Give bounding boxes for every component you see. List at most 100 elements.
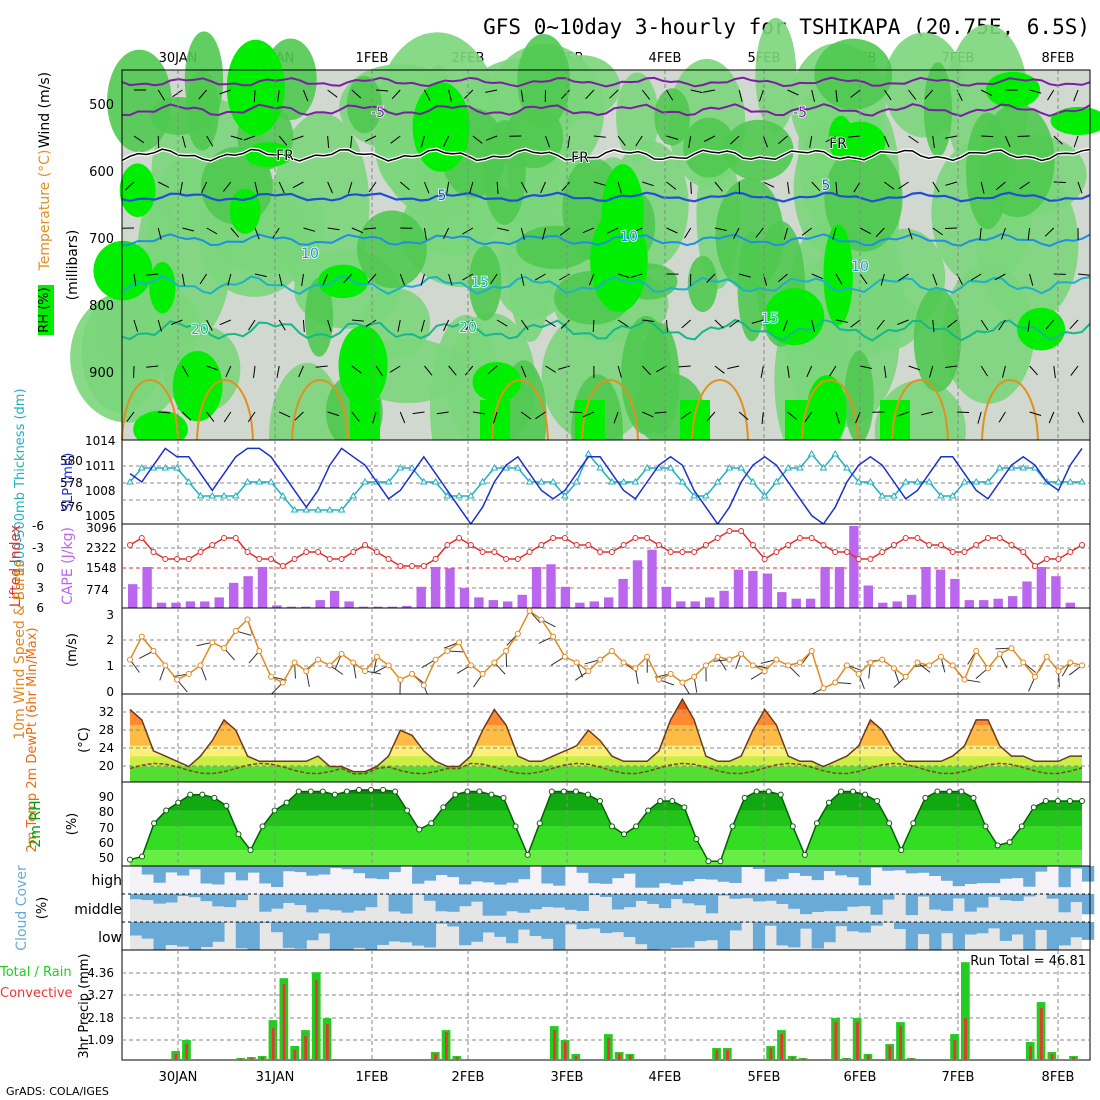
rh2m-line-point — [886, 820, 893, 827]
wind-barb — [617, 273, 630, 279]
wind-barb — [883, 135, 890, 148]
lifted-index-line-point — [785, 542, 792, 548]
wind-barb — [420, 319, 425, 332]
wind10m-speed-line-point — [691, 673, 698, 680]
lifted-index-line-point — [397, 563, 404, 569]
lifted-index-line-point — [526, 549, 533, 555]
lifted-index-line-point — [127, 542, 133, 548]
wind10m-speed-line — [129, 609, 1083, 690]
rh-area-green — [723, 119, 794, 181]
wind10m-speed-line-point — [291, 659, 298, 666]
date-label-bottom: 30JAN — [159, 1070, 198, 1085]
wind10m-speed-line-point — [127, 656, 133, 663]
cloud-cover-bar — [130, 922, 143, 936]
cloud-cover-bar — [247, 922, 260, 950]
cloud-cover-bar — [1034, 866, 1048, 872]
cloud-level-label: low — [98, 930, 122, 946]
precip-convective-bar — [715, 1050, 719, 1060]
wind10m-speed-line-point — [409, 670, 416, 677]
wind-barb — [855, 411, 861, 424]
lifted-index-line-point — [362, 542, 369, 548]
wind-barb — [223, 411, 232, 423]
cloud-cover-bar — [611, 894, 625, 910]
wind-barb — [681, 319, 692, 329]
rh-area-saturated — [1017, 307, 1066, 351]
wind10m-speed-line-point — [749, 662, 756, 669]
thickness-line-point — [325, 506, 334, 513]
cloud-cover-bar — [482, 922, 495, 933]
wind-barb — [588, 273, 595, 286]
rh-surface-column — [575, 400, 605, 440]
cloud-cover-bar — [294, 894, 307, 906]
wind-barb — [738, 273, 751, 278]
cloud-cover-bar — [188, 894, 202, 898]
thickness-line-point — [419, 478, 428, 485]
precip-convective-bar — [866, 1055, 870, 1060]
slp-line — [129, 447, 1083, 526]
wind-barb — [206, 319, 213, 331]
cloud-cover-bar — [235, 922, 249, 949]
precip-convective-bar — [1040, 1008, 1043, 1060]
wind-barb — [1044, 227, 1055, 237]
rh2m-line-point — [982, 823, 989, 830]
cloud-cover-bar — [470, 922, 484, 942]
wind-barb — [751, 319, 764, 324]
cloud-cover-bar — [799, 894, 813, 915]
wind-barb — [567, 135, 571, 148]
cloud-cover-bar — [376, 922, 390, 945]
cloud-cover-bar — [306, 894, 319, 913]
cloud-cover-bar — [658, 922, 672, 950]
wind-barb — [278, 319, 286, 331]
wind10m-speed-line-point — [597, 656, 604, 663]
precip-convective-bar — [802, 1058, 805, 1060]
date-label-bottom: 8FEB — [1042, 1070, 1075, 1085]
rh2m-line-point — [741, 794, 748, 801]
wind10m-speed-line-point — [526, 607, 533, 614]
lifted-index-line-point — [432, 556, 439, 562]
temp2m-band — [130, 745, 1082, 757]
cloud-cover-bar — [1070, 866, 1083, 869]
cloud-cover-bar — [976, 894, 989, 908]
wind-barb — [932, 273, 938, 286]
wind-barb — [253, 89, 256, 103]
lifted-index-line-point — [808, 535, 815, 541]
rh2m-line-point — [536, 820, 543, 827]
precip-convective-bar — [445, 1032, 448, 1060]
wind-barb — [956, 411, 970, 413]
wind-barb — [364, 227, 377, 230]
lifted-index-line-point — [538, 542, 545, 548]
wind-barb — [932, 227, 943, 236]
wind10m-speed-line-point — [138, 633, 145, 640]
rh-area-mid — [755, 17, 797, 133]
wind-barb — [642, 319, 655, 322]
wind10m-speed-line-point — [432, 656, 439, 663]
wind-barb — [977, 411, 982, 424]
cloud-cover-bar — [635, 922, 648, 945]
wind10m-speed-line-point — [1043, 653, 1050, 660]
thickness-line-point — [196, 492, 205, 499]
thickness-line-point — [220, 492, 228, 499]
wind-barb — [485, 89, 498, 93]
rh2m-line-point — [633, 823, 640, 830]
cloud-cover-bar — [517, 894, 531, 913]
rh2m-line-point — [295, 788, 302, 795]
lifted-index-line-point — [691, 549, 698, 555]
wind-barb — [761, 411, 764, 424]
wind-barb — [690, 89, 703, 94]
wind10m-speed-line-point — [209, 639, 216, 646]
cloud-cover-bar — [929, 866, 942, 877]
wind-barb — [199, 273, 208, 285]
wind-barb — [124, 181, 135, 191]
wind10m-speed-line-point — [608, 648, 615, 654]
cape-bar — [200, 601, 210, 608]
date-label-bottom: 7FEB — [942, 1070, 975, 1085]
cloud-cover-bar — [917, 922, 930, 935]
wind-barb — [1047, 89, 1055, 101]
wind-barb — [302, 319, 305, 333]
thickness-line-point — [513, 464, 522, 471]
rh2m-line-point — [1066, 798, 1073, 805]
precip-convective-bar — [315, 980, 318, 1060]
wind10m-speed-line-point — [479, 670, 486, 677]
run-total-label: Run Total = 46.81 — [970, 954, 1086, 969]
